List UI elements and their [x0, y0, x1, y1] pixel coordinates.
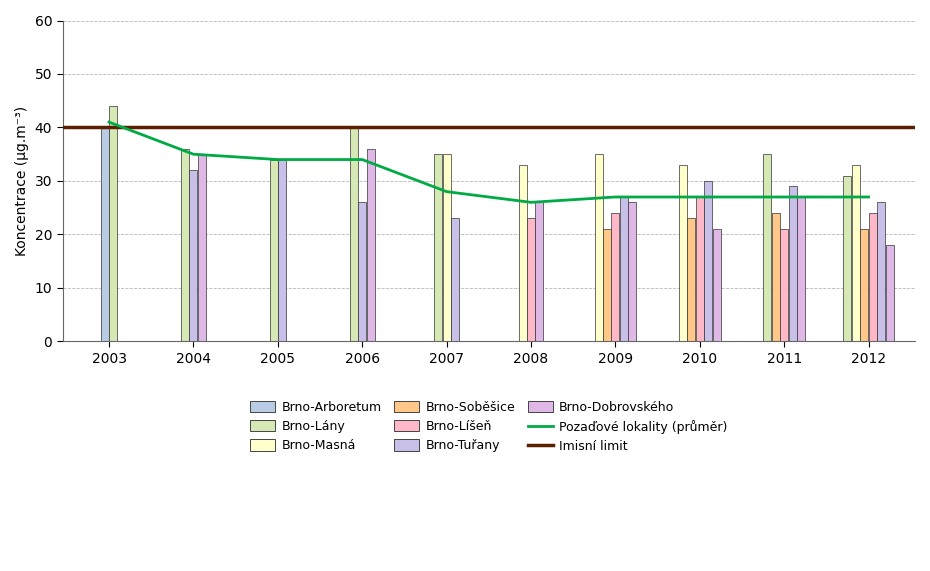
Bar [366, 149, 375, 341]
Bar [443, 154, 451, 341]
Bar [190, 170, 197, 341]
Bar [270, 159, 277, 341]
Bar [704, 181, 712, 341]
Bar [679, 165, 687, 341]
Pozaďové lokality (průměr) [610, 194, 621, 200]
Bar [852, 165, 860, 341]
Bar [687, 218, 696, 341]
Pozaďové lokality (průměr) [188, 151, 199, 158]
Bar [451, 218, 459, 341]
Pozaďové lokality (průměr) [103, 119, 114, 126]
Bar [611, 213, 619, 341]
Bar [869, 213, 877, 341]
Bar [350, 127, 358, 341]
Bar [772, 213, 779, 341]
Y-axis label: Koncentrace (µg.m⁻³): Koncentrace (µg.m⁻³) [15, 106, 29, 256]
Bar [100, 127, 109, 341]
Imisní limit [188, 124, 199, 131]
Bar [181, 149, 189, 341]
Bar [789, 186, 797, 341]
Bar [358, 202, 366, 341]
Bar [519, 165, 526, 341]
Pozaďové lokality (průměr) [694, 194, 705, 200]
Imisní limit [103, 124, 114, 131]
Pozaďové lokality (průměr) [441, 188, 452, 195]
Legend: Brno-Arboretum, Brno-Lány, Brno-Masná, Brno-Soběšice, Brno-Líšeň, Brno-Tuřany, B: Brno-Arboretum, Brno-Lány, Brno-Masná, B… [246, 396, 732, 459]
Bar [696, 197, 704, 341]
Bar [844, 176, 852, 341]
Bar [860, 229, 869, 341]
Pozaďové lokality (průměr) [863, 194, 874, 200]
Pozaďové lokality (průměr) [356, 156, 367, 163]
Bar [603, 229, 611, 341]
Bar [629, 202, 636, 341]
Bar [764, 154, 771, 341]
Bar [278, 159, 286, 341]
Bar [594, 154, 603, 341]
Bar [712, 229, 721, 341]
Line: Pozaďové lokality (průměr): Pozaďové lokality (průměr) [109, 122, 869, 202]
Pozaďové lokality (průměr) [272, 156, 284, 163]
Bar [527, 218, 535, 341]
Bar [536, 202, 543, 341]
Bar [780, 229, 789, 341]
Bar [877, 202, 885, 341]
Bar [797, 197, 805, 341]
Bar [619, 197, 628, 341]
Bar [109, 106, 117, 341]
Bar [198, 154, 206, 341]
Bar [434, 154, 442, 341]
Pozaďové lokality (průměr) [778, 194, 790, 200]
Pozaďové lokality (průměr) [525, 199, 537, 206]
Bar [885, 245, 894, 341]
